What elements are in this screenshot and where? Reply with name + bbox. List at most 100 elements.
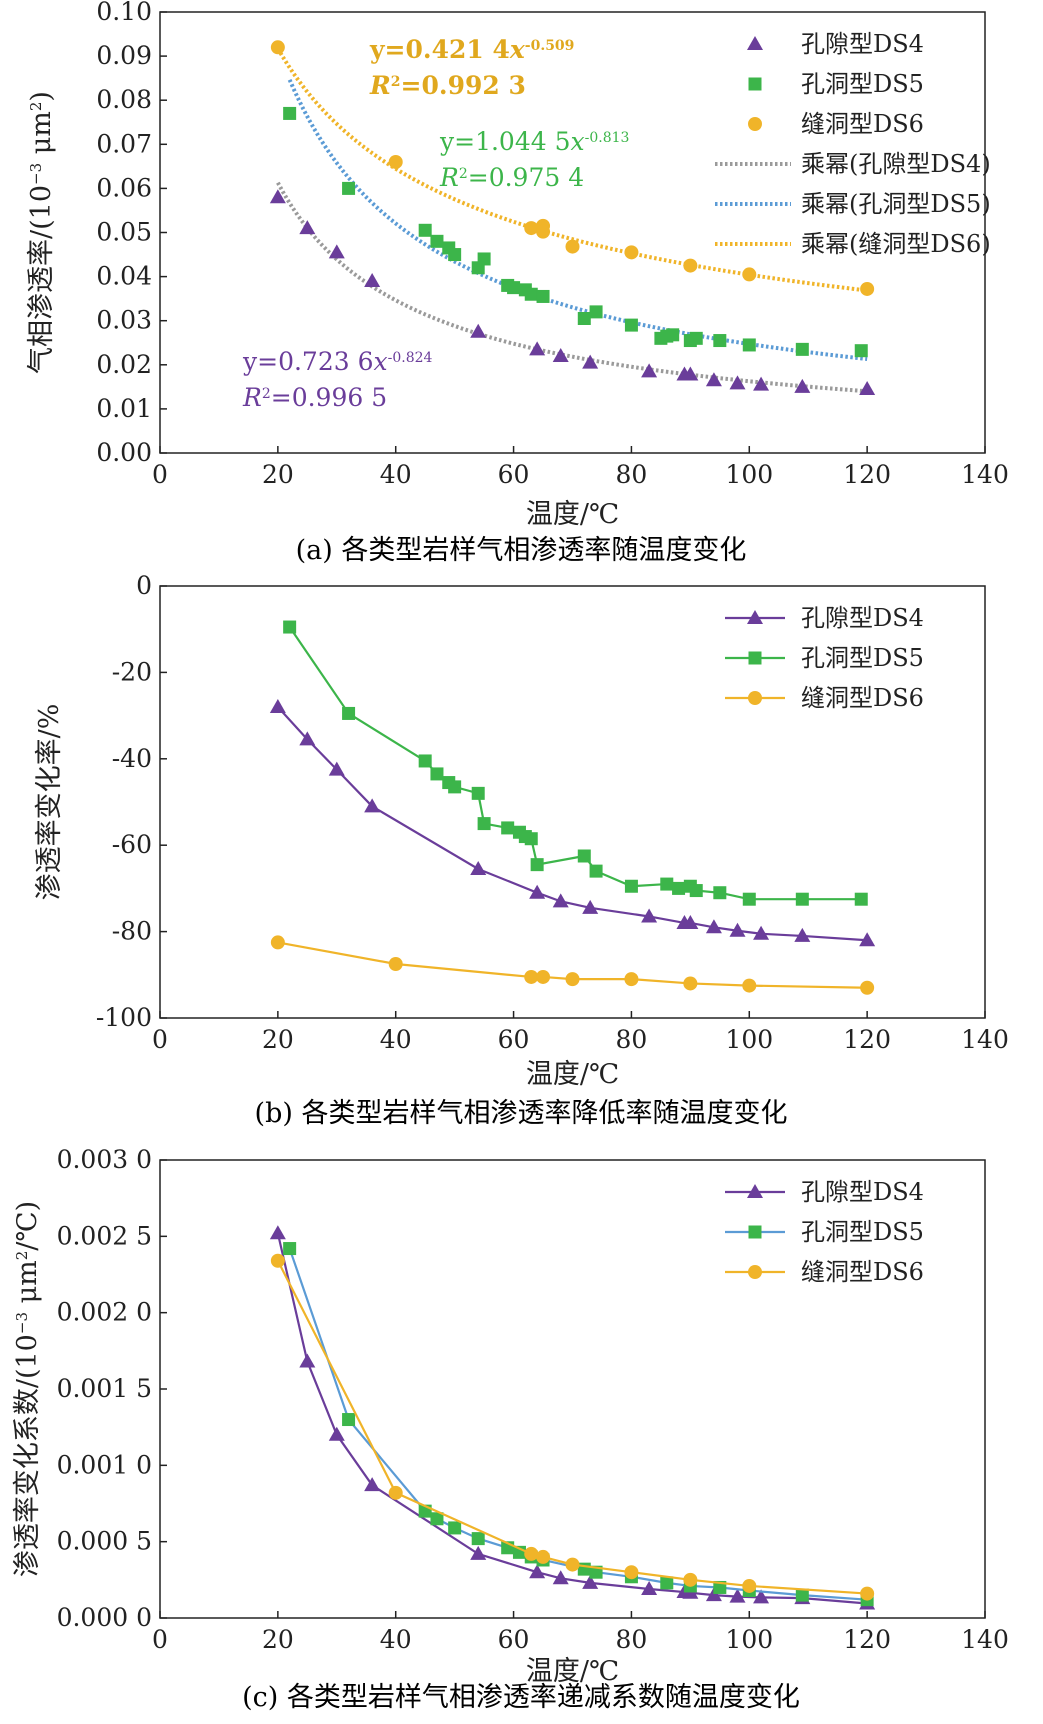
x-axis-label: 温度/℃ <box>526 1656 619 1687</box>
data-point <box>624 972 639 987</box>
y-axis-label: 渗透率变化率/% <box>34 704 65 901</box>
y-tick-label: -60 <box>112 830 152 859</box>
data-point <box>565 972 580 987</box>
data-point <box>854 892 868 906</box>
data-point <box>713 886 727 900</box>
y-tick-label: 0.003 0 <box>57 1145 152 1174</box>
x-tick-label: 60 <box>498 460 530 489</box>
text-part: /℃) <box>12 1201 43 1251</box>
text-part: 2 <box>391 74 401 90</box>
y-tick-label: -20 <box>112 657 152 686</box>
data-point <box>860 1586 875 1601</box>
data-point <box>624 879 638 893</box>
series-1 <box>283 106 868 358</box>
data-point <box>552 347 569 362</box>
data-point <box>328 761 345 776</box>
y-tick-label: 0.001 5 <box>57 1374 152 1403</box>
legend-label: 乘幂(缝洞型DS6) <box>801 230 991 258</box>
data-point <box>705 1587 722 1602</box>
y-tick-label: 0.07 <box>96 129 152 158</box>
legend-label: 孔隙型DS4 <box>801 1178 924 1206</box>
data-point <box>582 899 599 914</box>
x-tick-label: 20 <box>262 1625 294 1654</box>
y-tick-label: 0.08 <box>96 85 152 114</box>
x-axis-label: 温度/℃ <box>526 499 619 530</box>
data-point <box>430 234 444 248</box>
y-tick-label: 0.06 <box>96 173 152 202</box>
data-point <box>342 181 356 195</box>
data-point <box>742 978 757 993</box>
text-part: 2 <box>262 386 271 402</box>
data-point <box>470 860 487 875</box>
legend-label: 孔隙型DS4 <box>801 604 924 632</box>
y-axis-label: 气相渗透率/(10−3 μm2) <box>26 91 57 374</box>
data-point <box>859 932 876 947</box>
x-axis-label: 温度/℃ <box>526 1059 619 1090</box>
data-point <box>794 927 811 942</box>
data-point <box>270 935 285 950</box>
series-1 <box>283 1242 874 1607</box>
text-part: ) <box>26 91 57 102</box>
data-point <box>388 957 403 971</box>
figure-caption: (c) 各类型岩样气相渗透率递减系数随温度变化 <box>242 1682 800 1713</box>
data-point <box>577 849 591 863</box>
data-point <box>299 731 316 746</box>
data-point <box>624 245 639 260</box>
data-point <box>536 969 551 984</box>
x-tick-label: 100 <box>725 460 773 489</box>
x-tick-label: 0 <box>152 460 168 489</box>
data-point <box>269 1225 286 1240</box>
y-axis-label: 渗透率变化系数/(10−3 μm2/℃) <box>12 1201 43 1577</box>
data-point <box>299 220 316 235</box>
data-point <box>524 221 539 236</box>
data-point <box>859 381 876 396</box>
text-part: -0.824 <box>388 350 433 366</box>
series-line <box>276 1260 868 1595</box>
data-point <box>582 1574 599 1589</box>
text-part: =0.992 3 <box>401 71 526 100</box>
text-part: R <box>242 383 262 412</box>
text-part: −3 <box>27 163 45 185</box>
fit-equation: y=0.723 6x-0.824 R2=0.996 5 <box>242 347 433 412</box>
data-point <box>589 305 603 319</box>
series-2 <box>270 935 875 995</box>
data-point <box>524 969 539 984</box>
data-point <box>283 106 297 120</box>
series-line <box>288 1248 868 1601</box>
data-point <box>729 1588 746 1603</box>
legend-marker <box>747 36 763 50</box>
text-part: 2 <box>27 102 45 112</box>
series-0 <box>269 1225 876 1610</box>
text-part: x <box>374 347 388 376</box>
series-line <box>288 626 862 901</box>
legend-label: 孔洞型DS5 <box>801 70 924 98</box>
data-point <box>683 976 698 991</box>
text-part: x <box>571 127 585 156</box>
fit-curve <box>276 181 868 394</box>
text-part: y=1.044 5 <box>439 127 571 156</box>
series-0 <box>269 189 876 396</box>
text-part: 气相渗透率/(10 <box>26 185 57 374</box>
data-point <box>388 1485 403 1500</box>
r-squared-text: R2=0.975 4 <box>439 163 584 192</box>
data-point <box>705 372 722 387</box>
fit-equation: y=1.044 5x-0.813 R2=0.975 4 <box>439 127 629 192</box>
data-point <box>524 287 538 301</box>
legend-label: 孔隙型DS4 <box>801 30 924 58</box>
y-tick-label: -80 <box>112 917 152 946</box>
data-point <box>860 980 875 995</box>
text-part: −3 <box>13 1312 31 1334</box>
data-point <box>666 328 680 342</box>
x-tick-label: 40 <box>380 460 412 489</box>
y-tick-label: 0.002 0 <box>57 1298 152 1327</box>
x-tick-label: 40 <box>380 1025 412 1054</box>
data-point <box>269 189 286 204</box>
equation-text: y=0.421 4x-0.509 <box>369 35 574 64</box>
data-point <box>536 1549 551 1564</box>
legend-label: 孔洞型DS5 <box>801 644 924 672</box>
data-point <box>641 908 658 923</box>
plot-frame <box>159 585 986 1019</box>
data-point <box>565 1557 580 1572</box>
data-point <box>364 273 381 288</box>
